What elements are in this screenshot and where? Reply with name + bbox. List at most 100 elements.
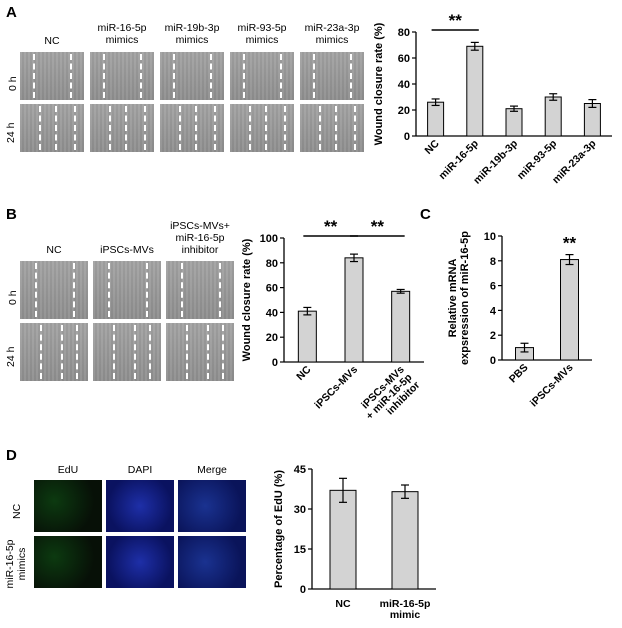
panel-a-micrograph-24h <box>300 104 364 152</box>
y-tick-label: 20 <box>398 105 410 117</box>
scratch-edge-line <box>113 325 116 379</box>
panel-b-row-label: 24 h <box>5 346 17 367</box>
x-tick-label: NC <box>335 598 351 610</box>
panel-d-micrograph-mimics <box>178 536 246 588</box>
scratch-edge-line <box>139 54 142 98</box>
bar <box>391 491 419 590</box>
scratch-edge-line <box>335 106 338 150</box>
y-axis-title: Wound closure rate (%) <box>241 238 253 361</box>
scratch-edge-line <box>214 106 217 150</box>
y-tick-label: 40 <box>266 307 278 319</box>
scratch-edge-line <box>221 325 224 379</box>
panel-b-column-label: iPSCs-MVs+ miR-16-5p inhibitor <box>170 220 230 256</box>
panel-d-micrograph-nc <box>178 480 246 532</box>
scratch-edge-line <box>265 106 268 150</box>
significance-label: ** <box>563 234 577 253</box>
panel-d-micrograph-mimics <box>34 536 102 588</box>
x-tick-label: NC <box>423 137 443 157</box>
bar <box>560 259 579 361</box>
panel-a-micrograph-24h <box>160 104 224 152</box>
y-tick-label: 0 <box>300 584 306 596</box>
y-tick-label: 100 <box>260 233 278 245</box>
scratch-edge-line <box>40 325 43 379</box>
panel-a-column-label: miR-23a-3p mimics <box>304 22 360 46</box>
y-tick-label: 30 <box>294 504 306 516</box>
scratch-edge-line <box>69 54 72 98</box>
y-tick-label: 0 <box>404 131 410 143</box>
y-tick-label: 0 <box>272 357 278 369</box>
scratch-edge-line <box>319 106 322 150</box>
x-tick-label: NC <box>294 363 314 383</box>
y-tick-label: 4 <box>490 305 497 317</box>
panel-b-letter: B <box>6 206 17 223</box>
bar <box>505 108 523 137</box>
panel-a-micrograph-0h <box>160 52 224 100</box>
scratch-edge-line <box>74 106 77 150</box>
panel-a-micrograph-24h <box>90 104 154 152</box>
scratch-edge-line <box>179 106 182 150</box>
x-tick-label: PBS <box>507 362 531 386</box>
y-tick-label: 8 <box>490 256 496 268</box>
panel-b-micrograph-0h <box>20 261 88 319</box>
panel-c-letter: C <box>420 206 431 223</box>
scratch-edge-line <box>249 106 252 150</box>
significance-label: ** <box>324 220 338 236</box>
scratch-edge-line <box>209 54 212 98</box>
y-tick-label: 20 <box>266 332 278 344</box>
chart-c-mirna-expression: 0 2 4 6 8 10 Relative mRNAexpsression of miR-1… <box>447 231 592 410</box>
panel-d-micrograph-mimics <box>106 536 174 588</box>
panel-d-micrograph-nc <box>106 480 174 532</box>
y-axis-title: Relative mRNAexpsression of miR-16-5p <box>447 231 471 365</box>
scratch-edge-line <box>109 106 112 150</box>
panel-b-row-label: 0 h <box>7 290 19 305</box>
panel-d-row-label: NC <box>11 503 23 519</box>
bar <box>297 310 317 363</box>
x-tick-label: iPSCs-MVs+ miR-16-5pinhibitor <box>356 364 422 430</box>
scratch-edge-line <box>172 54 175 98</box>
panel-b-micrograph-24h <box>93 323 161 381</box>
bar <box>329 489 357 590</box>
bar <box>583 103 601 137</box>
panel-a-micrograph-0h <box>90 52 154 100</box>
y-tick-label: 60 <box>266 283 278 295</box>
panel-b-micrograph-0h <box>93 261 161 319</box>
panel-a-column-label: miR-16-5p mimics <box>97 22 147 46</box>
bar <box>427 101 445 137</box>
panel-d-letter: D <box>6 447 17 464</box>
scratch-edge-line <box>195 106 198 150</box>
panel-a-column-label: miR-93-5p mimics <box>237 22 287 46</box>
panel-a-micrograph-0h <box>300 52 364 100</box>
panel-d-micrograph-nc <box>34 480 102 532</box>
scratch-edge-line <box>39 106 42 150</box>
scratch-edge-line <box>73 263 76 317</box>
scratch-edge-line <box>180 263 183 317</box>
scratch-edge-line <box>60 325 63 379</box>
scratch-edge-line <box>107 263 110 317</box>
y-axis-title: Percentage of EdU (%) <box>273 470 285 588</box>
y-tick-label: 0 <box>490 355 496 367</box>
significance-label: ** <box>371 220 385 236</box>
bar <box>466 45 484 137</box>
scratch-edge-line <box>279 54 282 98</box>
scratch-edge-line <box>146 263 149 317</box>
scratch-edge-line <box>242 54 245 98</box>
y-tick-label: 2 <box>490 330 496 342</box>
y-tick-label: 10 <box>484 231 496 243</box>
scratch-edge-line <box>133 325 136 379</box>
scratch-edge-line <box>186 325 189 379</box>
scratch-edge-line <box>349 54 352 98</box>
scratch-edge-line <box>34 263 37 317</box>
y-tick-label: 6 <box>490 281 496 293</box>
panel-b-column-label: NC <box>46 244 62 256</box>
panel-d-column-label: DAPI <box>127 464 153 476</box>
x-tick-label: iPSCs-MVs <box>528 362 576 410</box>
panel-a-micrograph-0h <box>20 52 84 100</box>
scratch-edge-line <box>312 54 315 98</box>
panel-b-micrograph-0h <box>166 261 234 319</box>
panel-d-column-label: EdU <box>57 464 79 476</box>
bar <box>344 257 364 363</box>
x-tick-label: iPSCs-MVs <box>312 364 360 412</box>
panel-d-row-label: miR-16-5p mimics <box>4 539 28 589</box>
